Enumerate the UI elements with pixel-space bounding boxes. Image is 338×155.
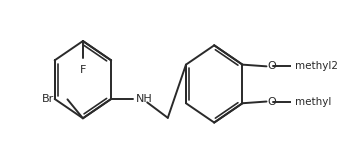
Text: F: F: [80, 65, 86, 75]
Text: O: O: [267, 97, 276, 106]
Text: methyl: methyl: [295, 97, 331, 106]
Text: NH: NH: [136, 94, 153, 104]
Text: Br: Br: [42, 93, 54, 104]
Text: methyl2: methyl2: [295, 61, 338, 71]
Text: O: O: [267, 61, 276, 71]
